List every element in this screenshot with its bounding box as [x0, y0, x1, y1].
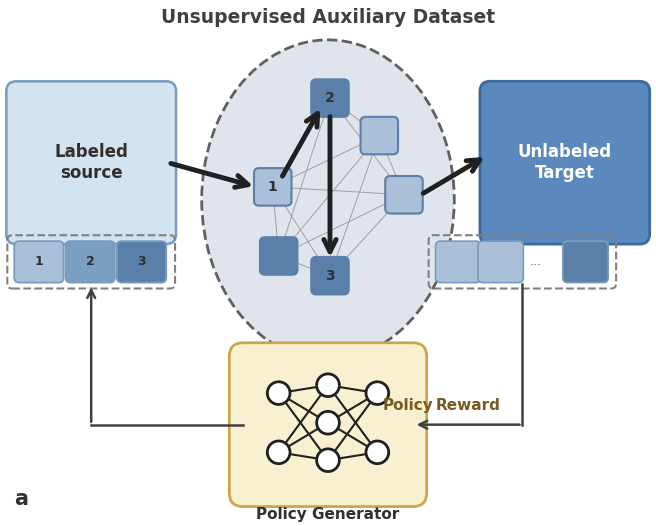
FancyBboxPatch shape — [478, 241, 523, 282]
Text: ...: ... — [529, 256, 541, 268]
Text: 3: 3 — [325, 269, 335, 282]
Circle shape — [366, 382, 389, 404]
FancyBboxPatch shape — [7, 82, 176, 244]
FancyBboxPatch shape — [436, 241, 481, 282]
Text: 2: 2 — [86, 256, 94, 268]
Circle shape — [267, 382, 290, 404]
Text: Unsupervised Auxiliary Dataset: Unsupervised Auxiliary Dataset — [161, 8, 495, 27]
Text: Policy Generator: Policy Generator — [256, 507, 400, 522]
FancyBboxPatch shape — [385, 176, 422, 214]
Text: Policy: Policy — [382, 398, 434, 413]
FancyBboxPatch shape — [66, 241, 115, 282]
FancyBboxPatch shape — [563, 241, 608, 282]
Text: Unlabeled
Target: Unlabeled Target — [518, 143, 612, 182]
Text: a: a — [14, 489, 28, 509]
FancyBboxPatch shape — [311, 257, 349, 295]
Text: 1: 1 — [268, 180, 277, 194]
Text: Labeled
source: Labeled source — [54, 143, 128, 182]
Text: 3: 3 — [137, 256, 146, 268]
FancyBboxPatch shape — [260, 237, 297, 275]
Circle shape — [317, 374, 339, 397]
FancyBboxPatch shape — [230, 343, 426, 507]
Ellipse shape — [201, 40, 455, 360]
Circle shape — [366, 441, 389, 463]
Circle shape — [317, 449, 339, 471]
FancyBboxPatch shape — [311, 79, 349, 117]
FancyBboxPatch shape — [254, 168, 291, 206]
Circle shape — [267, 441, 290, 463]
FancyBboxPatch shape — [361, 117, 398, 154]
Circle shape — [317, 411, 339, 434]
Text: 1: 1 — [35, 256, 43, 268]
FancyBboxPatch shape — [14, 241, 64, 282]
FancyBboxPatch shape — [117, 241, 166, 282]
Text: 2: 2 — [325, 91, 335, 105]
FancyBboxPatch shape — [480, 82, 649, 244]
Text: Reward: Reward — [435, 398, 500, 413]
